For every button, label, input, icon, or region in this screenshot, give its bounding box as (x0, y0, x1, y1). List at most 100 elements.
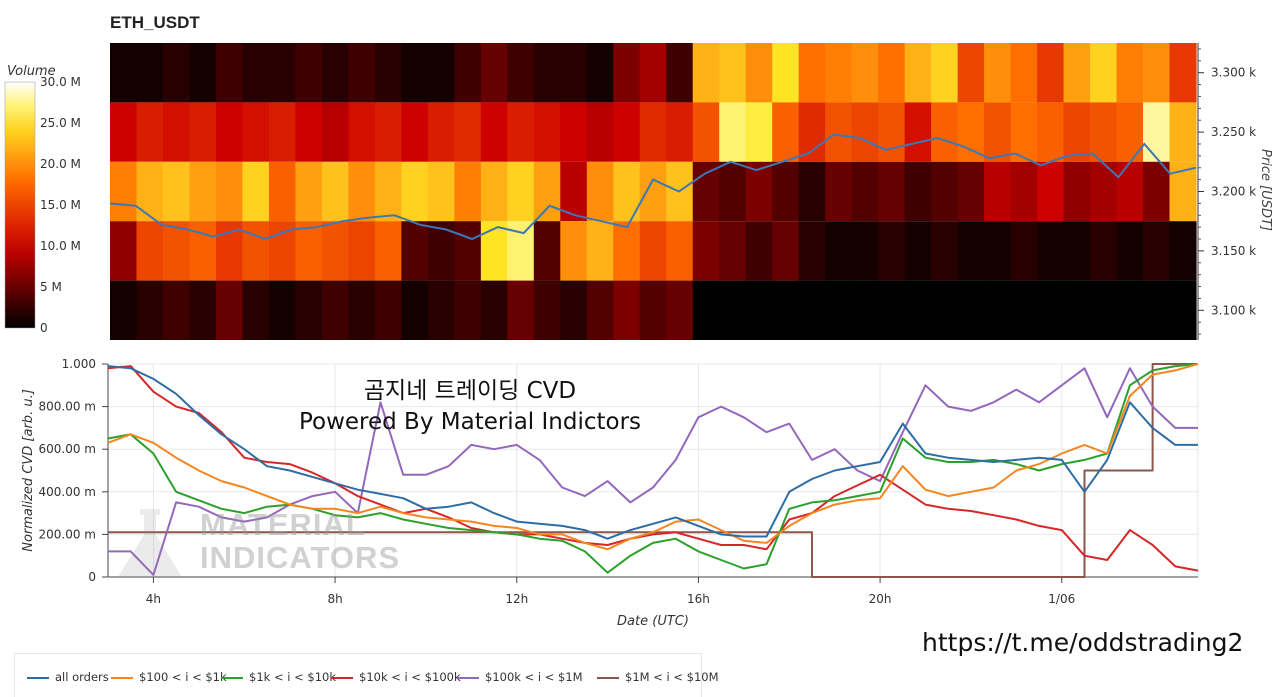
legend-swatch (457, 676, 479, 679)
heatmap-cell (692, 280, 720, 340)
heatmap-cell (1037, 221, 1065, 281)
legend-item-s1M[interactable]: $1M < i < $10M (597, 670, 719, 684)
legend-item-s1k[interactable]: $1k < i < $10k (221, 670, 336, 684)
series-line-all (107, 365, 1198, 540)
heatmap-cell (586, 43, 614, 103)
colorbar-tick-label: 30.0 M (40, 75, 81, 89)
heatmap-cell (904, 102, 932, 162)
heatmap-cell (348, 43, 376, 103)
legend-item-s100[interactable]: $100 < i < $1k (111, 670, 227, 684)
y-tick-label: 800.00 m (39, 400, 97, 414)
x-tick-label: 1/06 (1048, 592, 1075, 606)
heatmap-cell (507, 280, 535, 340)
series-line-s10k (107, 365, 1199, 572)
legend-swatch (597, 676, 619, 679)
price-line (109, 133, 1197, 241)
series-line-s100 (107, 363, 1199, 551)
heatmap-cell (1143, 43, 1171, 103)
heatmap-cell (454, 280, 482, 340)
heatmap-cell (533, 221, 561, 281)
heatmap-cell (1169, 221, 1197, 281)
heatmap-cell (745, 161, 773, 222)
overlay-title: 곰지네 트레이딩 CVD Powered By Material Indicto… (280, 376, 660, 438)
heatmap-cell (110, 280, 138, 340)
colorbar-label: Volume (7, 64, 56, 79)
y-tick-label: 400.00 m (39, 485, 97, 499)
heatmap-cell (904, 161, 932, 222)
heatmap-cell (189, 161, 217, 222)
heatmap-cell (904, 43, 932, 103)
heatmap-cell (931, 221, 959, 281)
heatmap-cell (507, 102, 535, 162)
x-tick-label: 4h (146, 592, 161, 606)
price-tick-label: 3.100 k (1211, 303, 1256, 317)
heatmap-cell (533, 280, 561, 340)
heatmap-cell (1063, 102, 1091, 162)
x-tick-label: 20h (869, 592, 892, 606)
legend-item-s100k[interactable]: $100k < i < $1M (457, 670, 583, 684)
heatmap-cell (560, 280, 588, 340)
legend-swatch (221, 676, 243, 679)
legend-item-s10k[interactable]: $10k < i < $100k (331, 670, 461, 684)
heatmap-cell (295, 161, 323, 222)
heatmap-cell (1037, 161, 1065, 222)
heatmap-cell (586, 161, 614, 222)
heatmap-cell (215, 161, 244, 222)
legend-label: $1M < i < $10M (625, 670, 719, 684)
heatmap-cell (984, 221, 1012, 281)
heatmap-cell (268, 102, 297, 162)
heatmap-cell (136, 102, 164, 162)
heatmap-cell (1010, 280, 1038, 340)
legend-item-all[interactable]: all orders (27, 670, 109, 684)
watermark-line-1: MATERIAL (200, 507, 366, 542)
telegram-link[interactable]: https://t.me/oddstrading2 (922, 628, 1244, 657)
heatmap-cell (348, 280, 376, 340)
heatmap-chart[interactable]: 3.100 k 3.150 k 3.200 k 3.250 k 3.300 k Price… (0, 0, 1280, 350)
heatmap-cell (745, 221, 773, 281)
legend-label: all orders (55, 670, 109, 684)
heatmap-cell (1090, 221, 1118, 281)
heatmap-cell (162, 221, 191, 281)
heatmap-cell (586, 280, 614, 340)
heatmap-cell (719, 43, 747, 103)
x-tick-label: 8h (327, 592, 342, 606)
heatmap-cell (1169, 102, 1197, 162)
legend-label: $1k < i < $10k (249, 670, 336, 684)
heatmap-cell (1063, 280, 1091, 340)
heatmap-cell (851, 102, 879, 162)
heatmap-cell (374, 43, 402, 103)
heatmap-cell (110, 43, 138, 103)
heatmap-cell (1143, 221, 1171, 281)
heatmap-cell (666, 221, 694, 281)
heatmap-cell (719, 161, 747, 222)
colorbar-tick-label: 0 (40, 321, 48, 335)
heatmap-cell (719, 221, 747, 281)
heatmap-cell (825, 280, 853, 340)
heatmap-cell (215, 43, 244, 103)
heatmap-cell (401, 280, 429, 340)
heatmap-cell (825, 161, 853, 222)
colorbar-tick-label: 10.0 M (40, 239, 81, 253)
heatmap-cell (348, 102, 376, 162)
heatmap-cell (931, 43, 959, 103)
heatmap-cell (242, 161, 270, 222)
heatmap-cell (401, 43, 429, 103)
heatmap-cell (745, 280, 773, 340)
heatmap-cell (878, 221, 906, 281)
heatmap-cell (454, 161, 482, 222)
heatmap-cell (692, 43, 720, 103)
heatmap-cell (719, 280, 747, 340)
heatmap-cell (1063, 161, 1091, 222)
heatmap-cell (189, 102, 217, 162)
heatmap-cell (401, 161, 429, 222)
heatmap-cell (851, 280, 879, 340)
heatmap-cell (639, 280, 667, 340)
heatmap-cell (136, 280, 164, 340)
heatmap-cell (110, 161, 138, 222)
overlay-title-line-1: 곰지네 트레이딩 CVD (363, 378, 577, 404)
heatmap-cell (825, 43, 853, 103)
heatmap-cell (321, 102, 349, 162)
y-tick-label: 1.000 (62, 357, 96, 371)
heatmap-cell (931, 280, 959, 340)
